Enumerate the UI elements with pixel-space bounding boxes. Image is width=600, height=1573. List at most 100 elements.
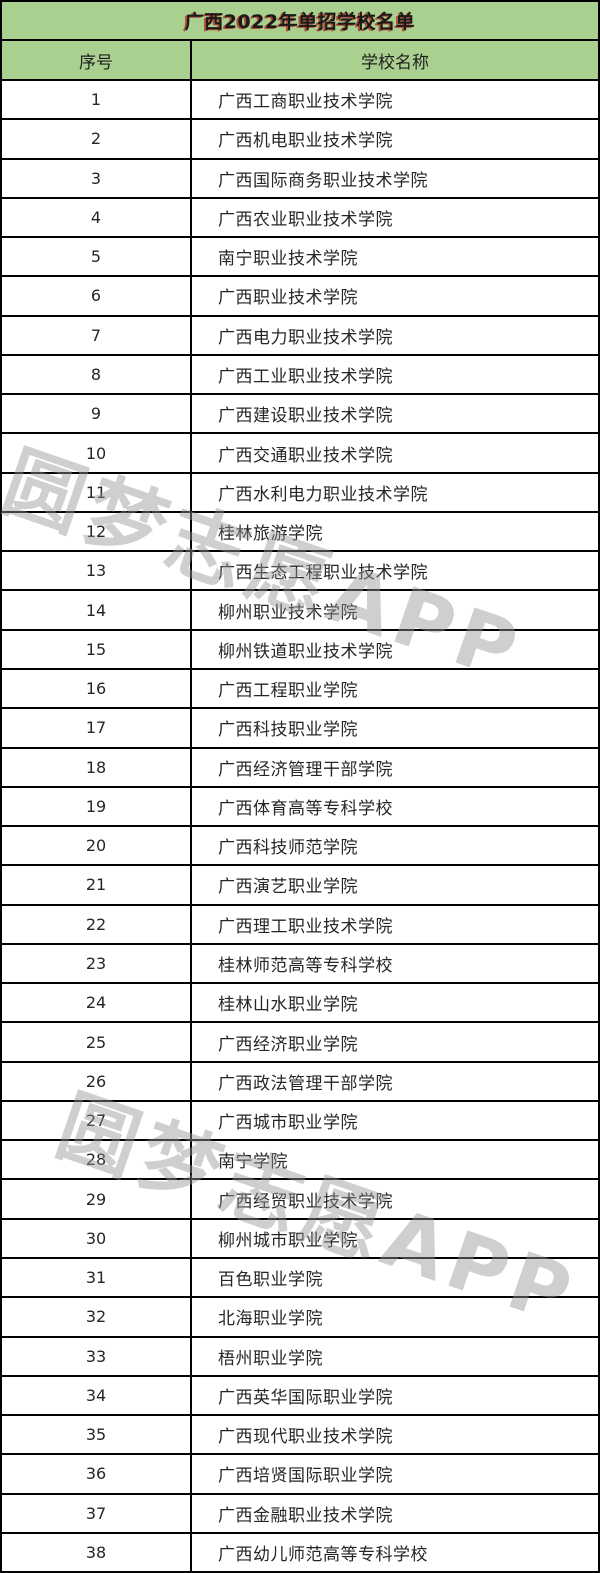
row-number: 8 [2,355,192,394]
school-name: 柳州铁道职业技术学院 [218,641,393,662]
table-row: 7 广西电力职业技术学院 [2,316,598,356]
row-number: 3 [2,159,192,197]
school-name: 梧州职业学院 [218,1348,323,1369]
school-name: 北海职业学院 [218,1309,323,1330]
table-row: 5 南宁职业技术学院 [2,238,598,278]
table-row: 37 广西金融职业技术学院 [2,1494,598,1534]
school-name: 南宁职业技术学院 [218,249,358,270]
school-name: 广西生态工程职业技术学院 [218,563,428,584]
school-name: 广西国际商务职业技术学院 [218,170,428,191]
school-name: 柳州城市职业学院 [218,1230,358,1251]
row-number: 11 [2,473,192,511]
row-number: 35 [2,1416,192,1454]
row-number: 16 [2,669,192,708]
row-number: 15 [2,630,192,668]
row-number: 6 [2,277,192,315]
table-row: 3 广西国际商务职业技术学院 [2,159,598,199]
table-row: 23 桂林师范高等专科学校 [2,944,598,985]
table-row: 19 广西体育高等专科学校 [2,787,598,828]
table-row: 33 梧州职业学院 [2,1337,598,1377]
row-number: 36 [2,1455,192,1493]
school-name: 广西水利电力职业技术学院 [218,484,428,505]
school-name: 南宁学院 [218,1152,288,1173]
table-row: 28 南宁学院 [2,1141,598,1181]
row-number: 7 [2,316,192,354]
table-row: 20 广西科技师范学院 [2,827,598,867]
row-number: 26 [2,1062,192,1100]
row-number: 12 [2,512,192,551]
table-row: 35 广西现代职业技术学院 [2,1416,598,1456]
table-row: 10 广西交通职业技术学院 [2,434,598,474]
table-row: 29 广西经贸职业技术学院 [2,1180,598,1220]
table-title: 广西2022年单招学校名单 [2,2,598,41]
table-row: 8 广西工业职业技术学院 [2,355,598,396]
row-number: 27 [2,1101,192,1140]
table-row: 21 广西演艺职业学院 [2,866,598,906]
row-number: 29 [2,1180,192,1218]
row-number: 23 [2,944,192,983]
school-name: 广西电力职业技术学院 [218,327,393,348]
row-number: 22 [2,905,192,943]
row-number: 25 [2,1023,192,1061]
row-number: 28 [2,1141,192,1179]
school-name: 广西理工职业技术学院 [218,916,393,937]
table-row: 17 广西科技职业学院 [2,709,598,749]
school-name: 广西机电职业技术学院 [218,131,393,152]
school-name: 广西建设职业技术学院 [218,406,393,427]
table-row: 12 桂林旅游学院 [2,512,598,553]
column-header-school-name: 学校名称 [361,52,429,73]
row-number: 17 [2,709,192,747]
school-name: 广西经济管理干部学院 [218,759,393,780]
row-number: 9 [2,395,192,433]
table-row: 2 广西机电职业技术学院 [2,120,598,160]
table-header-row: 序号 学校名称 [2,41,598,81]
row-number: 33 [2,1337,192,1375]
school-name: 广西培贤国际职业学院 [218,1466,393,1487]
table-row: 36 广西培贤国际职业学院 [2,1455,598,1495]
row-number: 37 [2,1494,192,1532]
row-number: 38 [2,1533,192,1572]
table-row: 18 广西经济管理干部学院 [2,748,598,788]
table-row: 14 柳州职业技术学院 [2,591,598,631]
table-row: 11 广西水利电力职业技术学院 [2,473,598,513]
row-number: 20 [2,827,192,865]
school-name: 广西城市职业学院 [218,1113,358,1134]
row-number: 14 [2,591,192,629]
row-number: 30 [2,1219,192,1257]
row-number: 2 [2,120,192,158]
row-number: 13 [2,552,192,590]
row-number: 4 [2,198,192,237]
table-body: 1 广西工商职业技术学院 2 广西机电职业技术学院 3 广西国际商务职业技术学院… [2,81,598,1572]
row-number: 34 [2,1376,192,1415]
school-name: 广西幼儿师范高等专科学校 [218,1544,428,1565]
table-row: 13 广西生态工程职业技术学院 [2,552,598,592]
school-name: 广西金融职业技术学院 [218,1505,393,1526]
school-name: 广西英华国际职业学院 [218,1387,393,1408]
table-row: 32 北海职业学院 [2,1298,598,1338]
school-name: 桂林师范高等专科学校 [218,955,393,976]
table-row: 16 广西工程职业学院 [2,669,598,710]
table-row: 31 百色职业学院 [2,1258,598,1299]
school-name: 广西工业职业技术学院 [218,366,393,387]
school-name: 广西科技师范学院 [218,838,358,859]
table-row: 26 广西政法管理干部学院 [2,1062,598,1102]
table-row: 1 广西工商职业技术学院 [2,81,598,121]
school-name: 广西科技职业学院 [218,720,358,741]
row-number: 24 [2,984,192,1022]
school-name: 广西演艺职业学院 [218,877,358,898]
school-name: 百色职业学院 [218,1270,323,1291]
table-row: 38 广西幼儿师范高等专科学校 [2,1533,598,1572]
table-row: 27 广西城市职业学院 [2,1101,598,1142]
row-number: 19 [2,787,192,826]
school-name: 广西政法管理干部学院 [218,1073,393,1094]
row-number: 10 [2,434,192,472]
school-name: 广西经贸职业技术学院 [218,1191,393,1212]
table-row: 22 广西理工职业技术学院 [2,905,598,945]
school-name: 广西工程职业学院 [218,681,358,702]
row-number: 1 [2,81,192,119]
column-header-number: 序号 [2,41,192,79]
school-name: 广西经济职业学院 [218,1034,358,1055]
school-name: 桂林山水职业学院 [218,995,358,1016]
